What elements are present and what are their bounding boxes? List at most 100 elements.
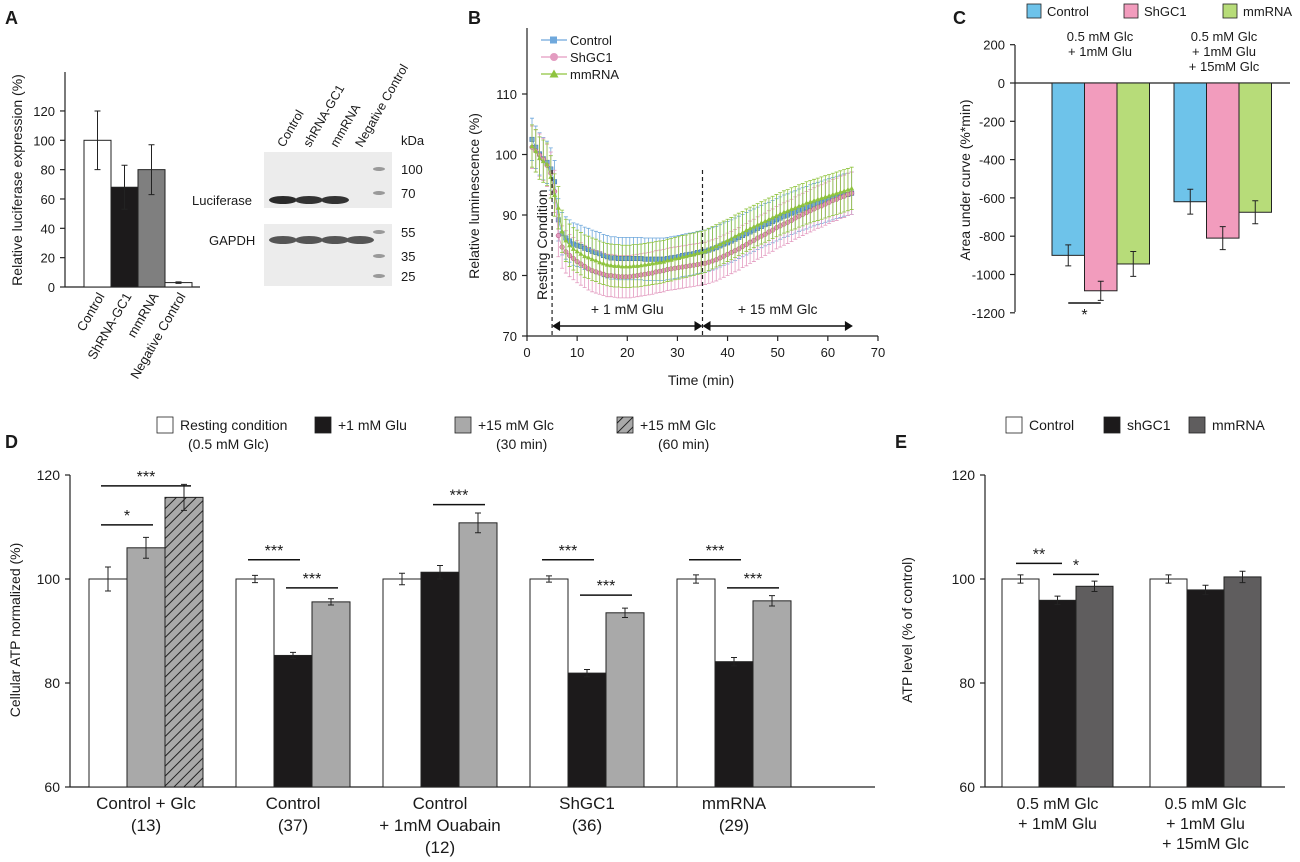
panel-d-legend-swatch [616, 416, 634, 434]
panel-d-group-label: (12) [425, 838, 455, 857]
panel-d-ytick-label: 60 [44, 779, 60, 795]
panel-label-c: C [953, 8, 966, 28]
panel-b-point [540, 158, 546, 164]
wb-marker-25: 25 [401, 269, 415, 284]
panel-b-point [597, 259, 603, 265]
panel-b-arrowhead [552, 321, 561, 331]
panel-b-point [600, 260, 606, 266]
panel-b-point [747, 225, 753, 231]
panel-b-point [585, 254, 591, 260]
panel-e-sig-star: ** [1033, 546, 1045, 563]
panel-d-error-bar [290, 651, 296, 660]
panel-b-point [841, 188, 847, 193]
panel-b-point [702, 248, 708, 254]
panel-d-bar [676, 578, 716, 788]
panel-e-bar [1038, 599, 1077, 788]
wb-ladder-band-25 [373, 274, 385, 278]
panel-b-point [623, 263, 629, 269]
panel-d-error-bar [437, 564, 443, 580]
panel-a-ytick-label: 120 [33, 104, 55, 119]
panel-d-sig-star: *** [706, 543, 725, 560]
panel-c-bar [1051, 82, 1085, 256]
panel-b-point [706, 246, 712, 252]
panel-b-point [834, 190, 840, 196]
panel-b-point [755, 222, 761, 227]
panel-b-legend-label: Control [570, 33, 612, 48]
panel-d-group-label: mmRNA [702, 794, 767, 813]
panel-d-ytick-label: 100 [37, 571, 61, 587]
panel-e-legend-swatch [1188, 416, 1206, 434]
panel-b-xtick-label: 40 [720, 345, 734, 360]
panel-d-bar [311, 601, 351, 788]
panel-b-point [567, 242, 573, 248]
panel-a-ytick-label: 100 [33, 133, 55, 148]
panel-b-point [725, 237, 731, 243]
panel-b-point [616, 263, 622, 268]
panel-e-group-label: + 15mM Glc [1162, 836, 1249, 853]
panel-e-bar [1001, 578, 1040, 788]
panel-a-ylabel: Relative luciferase expression (%) [9, 74, 25, 286]
panel-d-group-label: ShGC1 [559, 794, 615, 813]
panel-d-bar [714, 661, 754, 788]
panel-c-ytick-label: -200 [979, 114, 1005, 129]
wb-kda-label: kDa [401, 133, 425, 148]
panel-b-point [710, 245, 716, 250]
panel-b-point [555, 233, 561, 239]
panel-label-e: E [895, 432, 907, 452]
panel-d-bar [458, 522, 498, 788]
panel-e-error-bar [1239, 570, 1246, 584]
panel-b-point [544, 161, 550, 167]
panel-d-error-bar [731, 657, 737, 667]
panel-e-bar [1075, 585, 1114, 788]
panel-b-point [781, 209, 787, 214]
panel-d-legend-label: +1 mM Glu [338, 417, 407, 433]
panel-c-legend-swatch [1222, 3, 1238, 19]
panel-c-group-label: 0.5 mM Glc [1067, 29, 1134, 44]
panel-b-xtick-label: 50 [770, 345, 784, 360]
panel-d-group-label: Control [413, 794, 468, 813]
panel-a-ytick-label: 80 [41, 163, 55, 178]
panel-d-bar [382, 578, 422, 788]
panel-d-legend-sublabel: (30 min) [496, 436, 547, 452]
panel-b-legend-marker [550, 53, 558, 61]
panel-b-series-line [531, 139, 852, 260]
panel-d-sig-star: *** [303, 571, 322, 588]
panel-b-point [788, 206, 794, 211]
panel-e-bar [1186, 589, 1225, 788]
panel-b-point [676, 255, 682, 260]
panel-b-point [792, 205, 798, 210]
panel-b-series-line [531, 146, 852, 278]
panel-e-legend-label: Control [1029, 417, 1074, 433]
panel-b-point [717, 241, 723, 247]
wb-ladder-band-70 [373, 191, 385, 195]
panel-e-group-label: + 1mM Glu [1166, 816, 1245, 833]
panel-d-bar [273, 654, 313, 788]
panel-c-bar [1238, 82, 1272, 213]
panel-e-bar [1149, 578, 1188, 788]
panel-b-ytick-label: 100 [495, 148, 517, 163]
wb-marker-100: 100 [401, 162, 423, 177]
panel-d-legend-label: +15 mM Glc [478, 417, 554, 433]
panel-c-group-label: + 1mM Glu [1068, 44, 1132, 59]
wb-gapdh-blot [264, 224, 392, 286]
panel-d-bar [605, 612, 645, 788]
panel-d-error-bar [328, 598, 334, 606]
panel-b-xtick-label: 10 [570, 345, 584, 360]
panel-c-ylabel: Area under curve (%*min) [957, 99, 973, 260]
panel-b-point [679, 254, 685, 259]
wb-band-gapdh-4 [346, 236, 374, 244]
panel-b-legend-label: mmRNA [570, 67, 619, 82]
panel-b-phase-label: + 15 mM Glc [738, 301, 818, 317]
panel-b-point [804, 200, 810, 205]
panel-b-point [845, 186, 851, 192]
panel-b-point [815, 196, 821, 202]
panel-b-point [631, 263, 637, 268]
wb-band-gapdh-2 [295, 236, 323, 244]
panel-c-group-label: 0.5 mM Glc [1191, 29, 1258, 44]
panel-b-point [664, 257, 670, 263]
panel-b-point [672, 255, 678, 261]
panel-b-ytick-label: 90 [503, 208, 517, 223]
panel-b-point [766, 216, 772, 222]
panel-b-point [837, 189, 843, 195]
panel-b-point [537, 155, 543, 161]
